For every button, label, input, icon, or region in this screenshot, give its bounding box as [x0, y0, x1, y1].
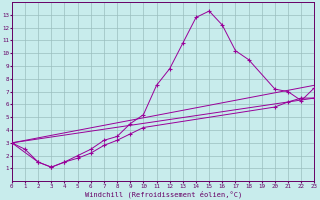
- X-axis label: Windchill (Refroidissement éolien,°C): Windchill (Refroidissement éolien,°C): [84, 190, 242, 198]
